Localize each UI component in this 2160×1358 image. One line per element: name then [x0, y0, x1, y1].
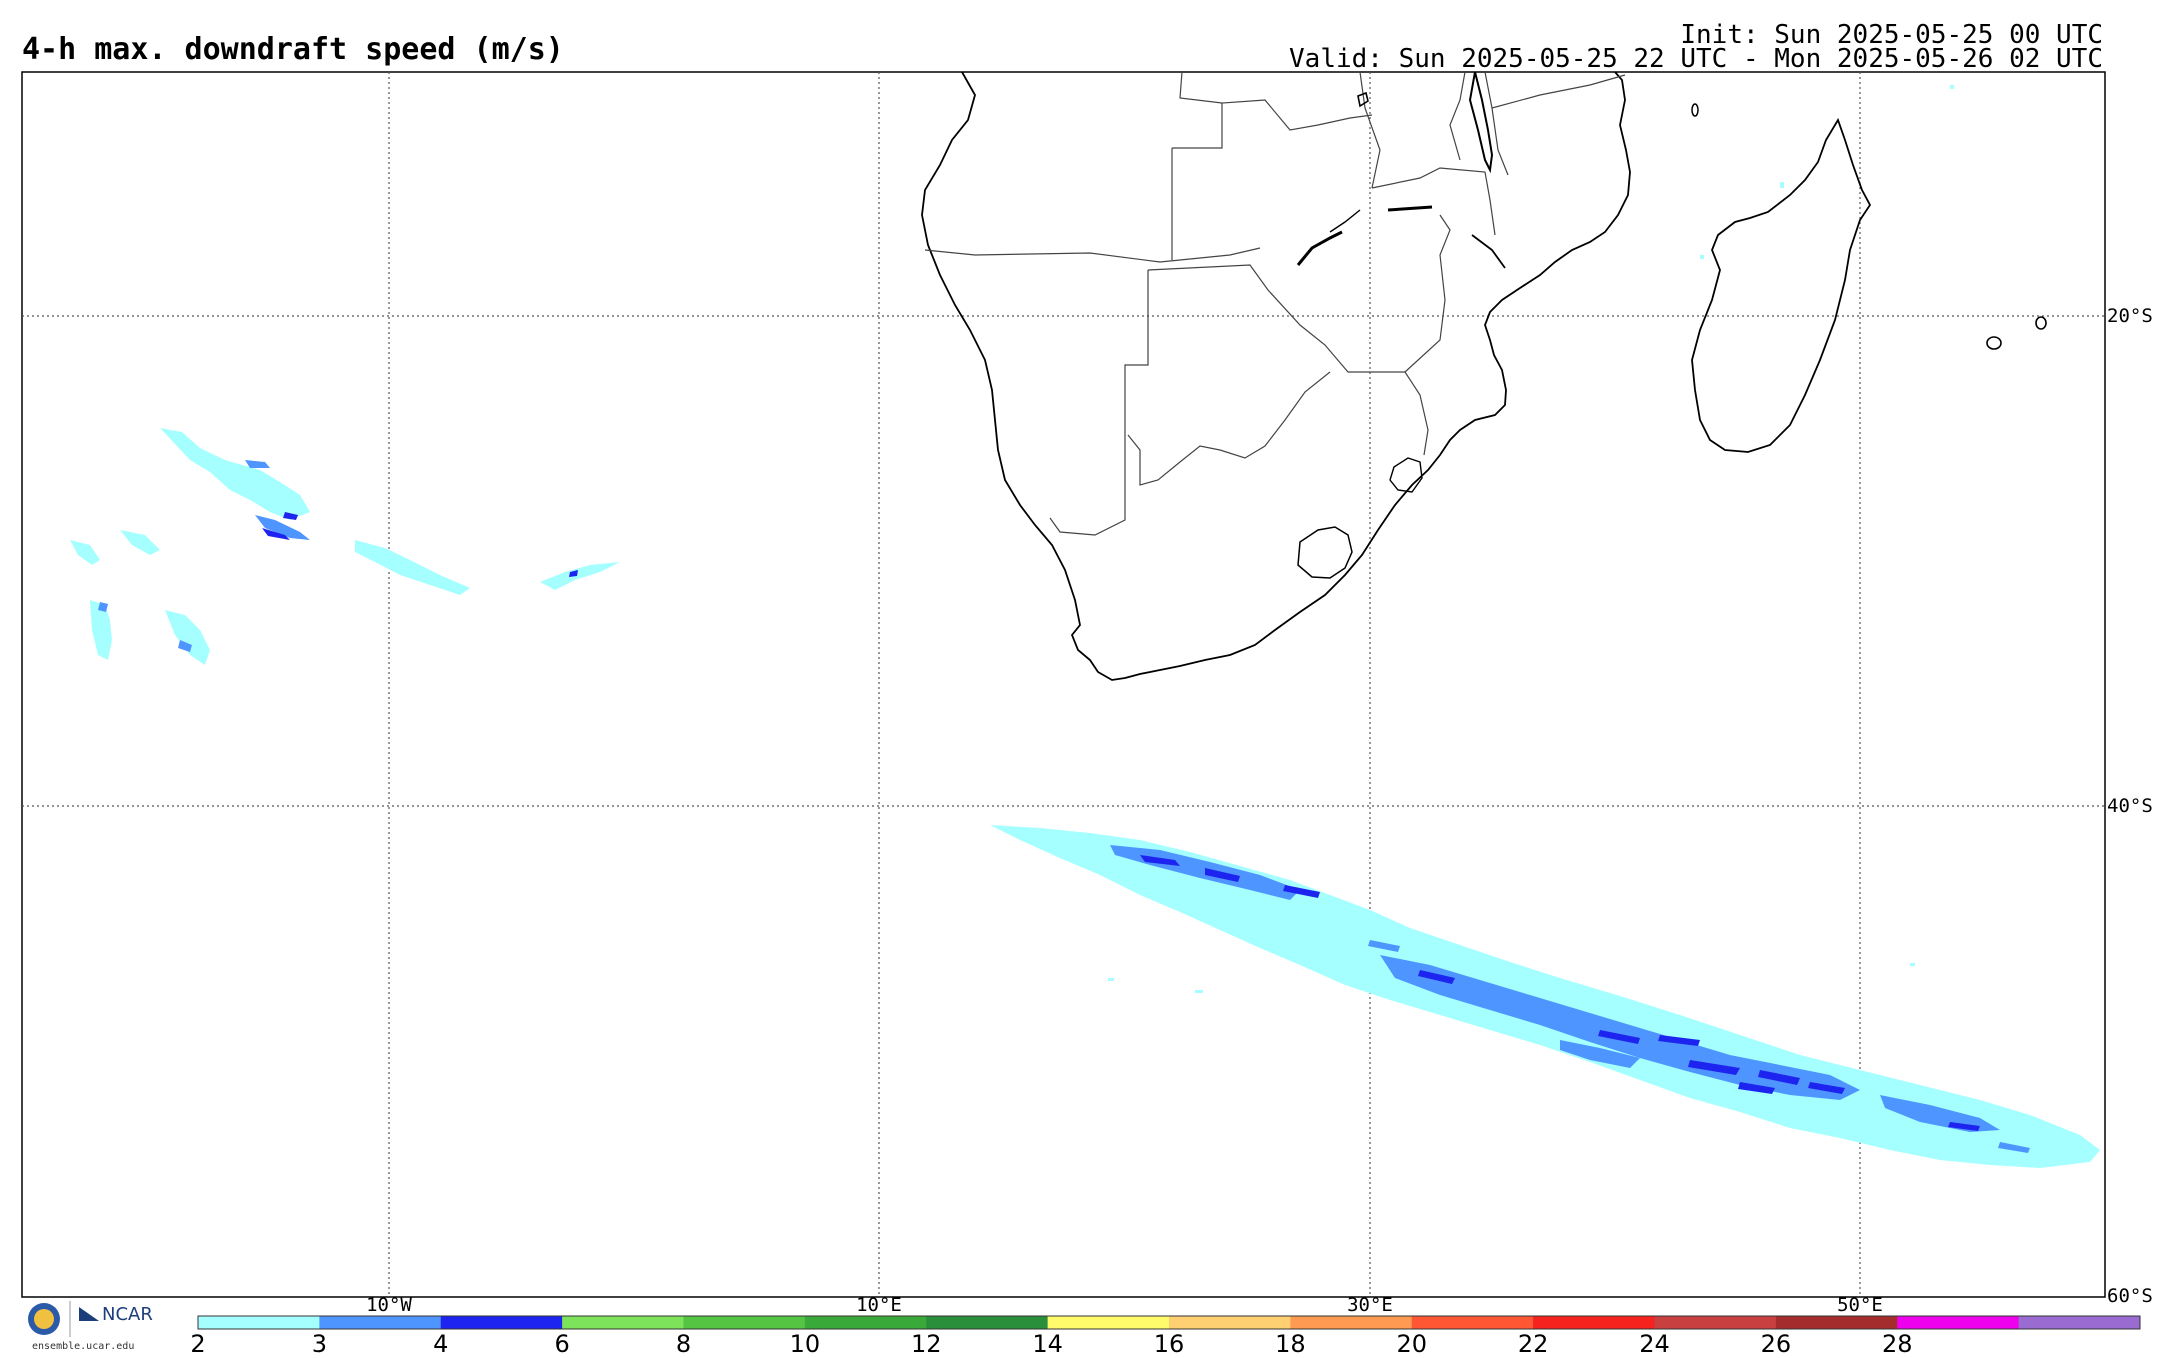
lat-label-60s: 60°S	[2107, 1285, 2153, 1307]
lon-label-30e: 30°E	[1347, 1294, 1393, 1316]
reunion-island	[1986, 336, 2002, 350]
colorbar-tick-label: 14	[1032, 1330, 1063, 1358]
colorbar-swatch	[440, 1316, 563, 1329]
lake-small	[1357, 91, 1369, 108]
colorbar-tick-label: 6	[554, 1330, 570, 1358]
eswatini-border	[1389, 457, 1423, 493]
africa-coastline	[921, 71, 1631, 681]
map-title: 4-h max. downdraft speed (m/s)	[22, 32, 564, 67]
colorbar-swatch	[198, 1316, 320, 1329]
colorbar-tick-label: 24	[1639, 1330, 1670, 1358]
zambezi-delta	[1471, 234, 1506, 269]
logo-org-label: NCAR	[102, 1304, 153, 1325]
downdraft-field-west-atlantic	[70, 428, 620, 665]
colorbar-tick-label: 4	[433, 1330, 449, 1358]
colorbar-swatch	[319, 1316, 442, 1329]
colorbar-swatch	[1290, 1316, 1413, 1329]
colorbar-swatch	[926, 1316, 1049, 1329]
comoros-island	[1691, 103, 1699, 117]
lon-label-50e: 50°E	[1837, 1294, 1883, 1316]
lake-kariba	[1296, 230, 1343, 266]
madagascar-coastline	[1691, 117, 1872, 453]
mauritius-island	[2035, 316, 2047, 330]
colorbar-tick-label: 26	[1760, 1330, 1792, 1358]
lon-label-10w: 10°W	[366, 1294, 412, 1316]
colorbar-tick-label: 22	[1517, 1330, 1549, 1358]
init-time: Init: Sun 2025-05-25 00 UTC	[1680, 20, 2103, 50]
lesotho-border	[1297, 526, 1353, 579]
colorbar-swatch	[1775, 1316, 1898, 1329]
valid-time: Valid: Sun 2025-05-25 22 UTC - Mon 2025-…	[1289, 44, 2103, 74]
colorbar-swatch	[1897, 1316, 2020, 1329]
colorbar-swatch	[1411, 1316, 1534, 1329]
colorbar-swatch	[804, 1316, 927, 1329]
colorbar-swatch	[1654, 1316, 1777, 1329]
colorbar-swatch	[2018, 1316, 2141, 1329]
colorbar-tick-label: 2	[190, 1330, 206, 1358]
cahora-bassa	[1387, 205, 1433, 212]
lake-kariba-shore	[1329, 209, 1361, 233]
colorbar-tick-label: 20	[1396, 1330, 1428, 1358]
colorbar-tick-label: 16	[1153, 1330, 1185, 1358]
colorbar-swatch	[1169, 1316, 1291, 1329]
colorbar-tick-label: 3	[311, 1330, 328, 1358]
colorbar-frame	[197, 1315, 2141, 1330]
colorbar-swatch	[683, 1316, 806, 1329]
downdraft-field-scattered	[1108, 85, 1954, 993]
colorbar-tick-label: 8	[675, 1330, 692, 1358]
colorbar-tick-label: 28	[1881, 1330, 1913, 1358]
downdraft-field-southern-band	[990, 825, 2100, 1168]
nsf-ncar-logo	[28, 1301, 99, 1337]
lon-label-10e: 10°E	[856, 1294, 902, 1316]
colorbar-tick-label: 10	[789, 1330, 821, 1358]
map-frame	[21, 71, 2106, 1298]
colorbar-swatch	[1533, 1316, 1655, 1329]
lat-label-20s: 20°S	[2107, 305, 2153, 327]
colorbar-tick-label: 18	[1275, 1330, 1306, 1358]
colorbar-tick-label: 12	[910, 1330, 942, 1358]
logo-url-label: ensemble.ucar.edu	[32, 1341, 135, 1352]
country-borders	[924, 71, 1626, 536]
colorbar	[197, 1315, 2141, 1330]
colorbar-swatch	[562, 1316, 684, 1329]
lake-malawi	[1468, 71, 1494, 174]
colorbar-swatch	[1047, 1316, 1170, 1329]
lat-label-40s: 40°S	[2107, 795, 2153, 817]
